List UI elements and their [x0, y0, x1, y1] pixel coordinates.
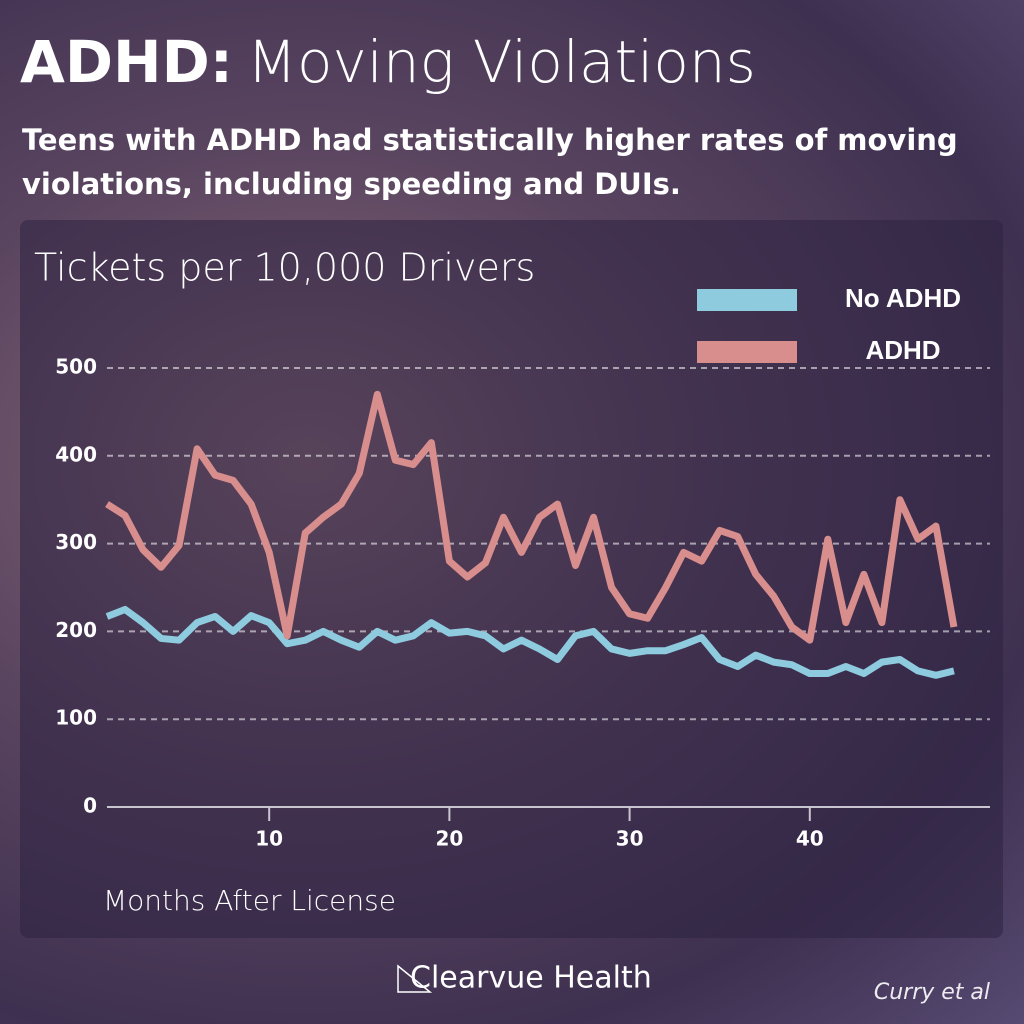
series-line — [105, 390, 958, 644]
x-tick-label: 10 — [255, 827, 283, 851]
y-tick-label: 0 — [83, 794, 97, 818]
x-tick-label: 40 — [796, 827, 824, 851]
title-bold: ADHD: — [20, 28, 233, 96]
logo-icon — [397, 964, 433, 993]
legend-label: ADHD — [865, 335, 940, 365]
title-light: Moving Violations — [246, 28, 756, 96]
y-tick-label: 500 — [55, 355, 97, 379]
logo: Clearvue Health — [397, 961, 652, 996]
legend-label: No ADHD — [845, 283, 961, 313]
y-tick-label: 100 — [55, 706, 97, 730]
source: Curry et al — [874, 980, 990, 1005]
logo-text: Clearvue Health — [410, 961, 652, 996]
y-tick-label: 400 — [55, 442, 97, 466]
x-tick-label: 20 — [435, 827, 463, 851]
subtitle: Teens with ADHD had statistically higher… — [22, 123, 958, 201]
y-tick-label: 300 — [55, 530, 97, 554]
chart-title: Tickets per 10,000 Drivers — [34, 246, 535, 290]
y-tick-label: 200 — [55, 618, 97, 642]
legend-swatch — [697, 341, 797, 363]
legend-swatch — [697, 289, 797, 311]
series-line — [105, 605, 955, 679]
x-axis-label: Months After License — [103, 884, 396, 917]
x-tick-label: 30 — [616, 827, 644, 851]
chart-panel — [20, 220, 1003, 938]
title: ADHD: Moving Violations — [20, 22, 756, 102]
